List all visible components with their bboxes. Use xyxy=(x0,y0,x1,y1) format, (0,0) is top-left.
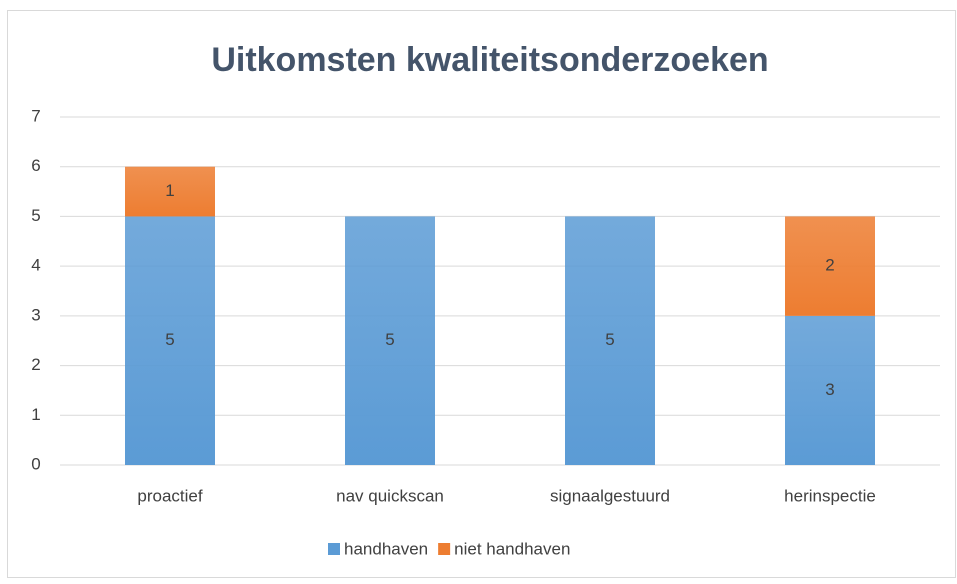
bar-segment xyxy=(345,216,435,465)
x-tick-label: herinspectie xyxy=(784,486,876,505)
data-label: 3 xyxy=(825,380,834,399)
y-tick-label: 5 xyxy=(31,206,40,225)
data-label: 5 xyxy=(165,330,174,349)
y-tick-label: 6 xyxy=(31,156,40,175)
y-tick-label: 4 xyxy=(31,256,40,275)
y-tick-label: 3 xyxy=(31,305,40,324)
bar-segment xyxy=(785,216,875,316)
data-label: 5 xyxy=(605,330,614,349)
x-tick-label: signaalgestuurd xyxy=(550,486,670,505)
x-tick-label: nav quickscan xyxy=(336,486,444,505)
bar-segment xyxy=(125,216,215,465)
bar-segment xyxy=(565,216,655,465)
legend-swatch xyxy=(328,543,340,555)
legend-label: handhaven xyxy=(344,539,428,558)
legend-label: niet handhaven xyxy=(454,539,570,558)
chart-title: Uitkomsten kwaliteitsonderzoeken xyxy=(211,41,768,79)
x-tick-label: proactief xyxy=(137,486,202,505)
y-tick-label: 2 xyxy=(31,355,40,374)
data-label: 2 xyxy=(825,256,834,275)
y-tick-label: 1 xyxy=(31,405,40,424)
data-label: 1 xyxy=(165,181,174,200)
bar-segment xyxy=(785,315,875,465)
data-label: 5 xyxy=(385,330,394,349)
y-tick-label: 7 xyxy=(31,106,40,125)
y-tick-label: 0 xyxy=(31,454,40,473)
bar-segment xyxy=(125,166,215,217)
legend-swatch xyxy=(438,543,451,555)
